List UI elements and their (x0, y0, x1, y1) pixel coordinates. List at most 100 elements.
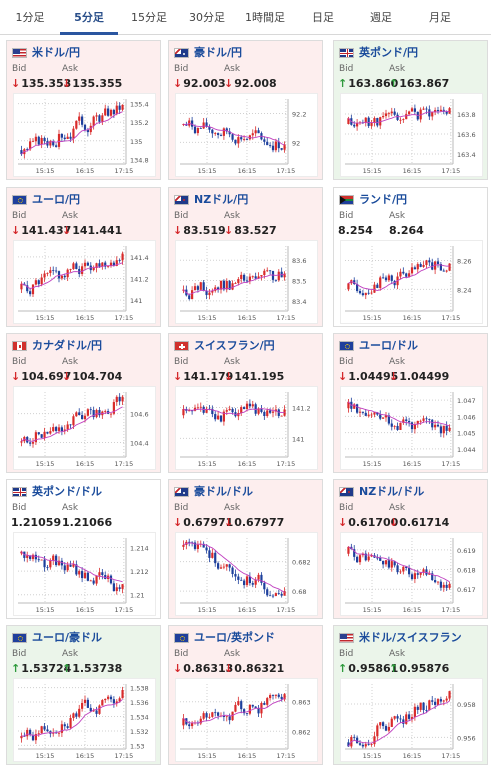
y-tick-label: 0.617 (457, 586, 476, 594)
candlestick-chart[interactable]: 135.4 135.2 135 134.8 15:15 16:15 17:15 (13, 93, 156, 177)
candlestick-chart[interactable]: 0.619 0.618 0.617 15:15 16:15 17:15 (340, 532, 483, 616)
x-tick-label: 15:15 (36, 314, 55, 322)
eu-flag-icon (339, 341, 354, 351)
candlestick-chart[interactable]: 1.047 1.046 1.045 1.044 15:15 16:15 17:15 (340, 386, 483, 470)
up-arrow-icon: ↑ (389, 77, 399, 90)
ask-price: 141.195 (234, 370, 285, 383)
rate-card[interactable]: 豪ドル/ドル Bid ↓0.67971 Ask ↓0.67977 0.682 0.68 15:… (168, 479, 323, 619)
tab-7[interactable]: 月足 (429, 11, 451, 24)
bid-label: Bid (174, 649, 189, 659)
currency-pair-link[interactable]: 米ドル/スイスフラン (359, 631, 462, 644)
x-tick-label: 16:15 (238, 752, 257, 760)
currency-pair-link[interactable]: NZドル/ドル (359, 485, 425, 498)
ask-label: Ask (62, 211, 79, 221)
bid-value: ↓0.67971 (173, 516, 233, 529)
candlestick-chart[interactable]: 141.2 141 15:15 16:15 17:15 (175, 386, 318, 470)
tab-3[interactable]: 30分足 (189, 11, 225, 24)
candlestick-chart[interactable]: 104.6 104.4 15:15 16:15 17:15 (13, 386, 156, 470)
tab-4[interactable]: 1時間足 (245, 11, 285, 24)
bid-label: Bid (174, 357, 189, 367)
gb-flag-icon (339, 48, 354, 58)
y-tick-label: 83.6 (292, 257, 306, 265)
currency-pair-link[interactable]: 豪ドル/ドル (194, 485, 254, 498)
x-tick-label: 15:15 (198, 606, 217, 614)
x-tick-label: 17:15 (114, 167, 133, 175)
y-tick-label: 1.534 (130, 714, 149, 722)
candlestick-chart[interactable]: 8.26 8.24 15:15 16:15 17:15 (340, 240, 483, 324)
tab-0[interactable]: 1分足 (15, 11, 45, 24)
x-tick-label: 16:15 (76, 460, 95, 468)
candlestick-chart[interactable]: 0.958 0.956 15:15 16:15 17:15 (340, 678, 483, 762)
bid-price: 141.179 (183, 370, 234, 383)
up-arrow-icon: ↑ (389, 662, 399, 675)
ask-value: ↓92.008 (224, 77, 277, 90)
currency-pair-link[interactable]: ユーロ/ドル (359, 339, 419, 352)
ask-price: 0.86321 (234, 662, 285, 675)
rate-card[interactable]: 米ドル/円 Bid ↓135.353 Ask ↓135.355 135.4 135.2 135… (6, 40, 161, 180)
x-tick-label: 17:15 (276, 752, 295, 760)
down-arrow-icon: ↓ (173, 662, 183, 675)
y-tick-label: 1.532 (130, 728, 149, 736)
tab-6[interactable]: 週足 (370, 11, 392, 24)
candlestick-chart[interactable]: 83.6 83.5 83.4 15:15 16:15 17:15 (175, 240, 318, 324)
rate-card[interactable]: カナダドル/円 Bid ↓104.697 Ask ↓104.704 104.6 104.4 1… (6, 333, 161, 473)
rate-card[interactable]: NZドル/円 Bid ↓83.519 Ask ↓83.527 83.6 83.5 83.4 15… (168, 187, 323, 327)
currency-pair-link[interactable]: 米ドル/円 (32, 46, 81, 59)
down-arrow-icon: ↓ (389, 370, 399, 383)
currency-pair-link[interactable]: スイスフラン/円 (194, 339, 275, 352)
tab-1[interactable]: 5分足 (60, 0, 118, 35)
x-tick-label: 16:15 (403, 460, 422, 468)
candlestick-chart[interactable]: 92.2 92 15:15 16:15 17:15 (175, 93, 318, 177)
bid-label: Bid (339, 211, 354, 221)
rate-card[interactable]: ユーロ/豪ドル Bid ↑1.53724 Ask ↑1.53738 1.538 1.536 1… (6, 625, 161, 765)
candlestick-chart[interactable]: 1.214 1.212 1.21 15:15 16:15 17:15 (13, 532, 156, 616)
rate-card[interactable]: 英ポンド/ドル Bid 1.21059 Ask 1.21066 1.214 1.212 1.2… (6, 479, 161, 619)
rate-card[interactable]: 英ポンド/円 Bid ↑163.860 Ask ↑163.867 163.8 163.6 16… (333, 40, 488, 180)
currency-pair-link[interactable]: 豪ドル/円 (194, 46, 243, 59)
x-tick-label: 15:15 (198, 167, 217, 175)
currency-pair-link[interactable]: ランド/円 (359, 193, 408, 206)
y-tick-label: 135.4 (130, 101, 149, 109)
bid-label: Bid (12, 357, 27, 367)
ask-price: 8.264 (389, 224, 424, 237)
rate-card[interactable]: 米ドル/スイスフラン Bid ↑0.95861 Ask ↑0.95876 0.958 0.9… (333, 625, 488, 765)
y-tick-label: 141.4 (130, 254, 149, 262)
bid-value: 8.254 (338, 224, 373, 237)
bid-label: Bid (339, 503, 354, 513)
tab-2[interactable]: 15分足 (131, 11, 167, 24)
au-flag-icon (174, 487, 189, 497)
candlestick-chart[interactable]: 1.538 1.536 1.534 1.532 1.53 15:15 16:15 17:15 (13, 678, 156, 762)
y-tick-label: 163.6 (457, 131, 476, 139)
y-tick-label: 0.619 (457, 547, 476, 555)
bid-price: 141.437 (21, 224, 72, 237)
x-tick-label: 16:15 (238, 314, 257, 322)
rate-card[interactable]: NZドル/ドル Bid ↓0.61700 Ask ↓0.61714 0.619 0.618 0… (333, 479, 488, 619)
currency-pair-link[interactable]: 英ポンド/ドル (32, 485, 103, 498)
currency-pair-link[interactable]: カナダドル/円 (32, 339, 103, 352)
x-tick-label: 15:15 (363, 606, 382, 614)
ask-value: ↓83.527 (224, 224, 277, 237)
candlestick-chart[interactable]: 163.8 163.6 163.4 15:15 16:15 17:15 (340, 93, 483, 177)
ask-value: ↓0.86321 (224, 662, 284, 675)
x-tick-label: 16:15 (403, 167, 422, 175)
tab-5[interactable]: 日足 (312, 11, 334, 24)
currency-pair-link[interactable]: NZドル/円 (194, 193, 249, 206)
currency-pair-link[interactable]: ユーロ/豪ドル (32, 631, 103, 644)
currency-pair-link[interactable]: 英ポンド/円 (359, 46, 419, 59)
candlestick-chart[interactable]: 0.863 0.862 15:15 16:15 17:15 (175, 678, 318, 762)
currency-pair-link[interactable]: ユーロ/円 (32, 193, 81, 206)
down-arrow-icon: ↓ (224, 370, 234, 383)
rate-card[interactable]: ユーロ/ドル Bid ↓1.04495 Ask ↓1.04499 1.047 1.046 1.… (333, 333, 488, 473)
rate-card[interactable]: スイスフラン/円 Bid ↓141.179 Ask ↓141.195 141.2 141 15… (168, 333, 323, 473)
y-tick-label: 141 (130, 297, 142, 305)
candlestick-chart[interactable]: 0.682 0.68 15:15 16:15 17:15 (175, 532, 318, 616)
rate-card[interactable]: 豪ドル/円 Bid ↓92.003 Ask ↓92.008 92.2 92 15:15 16:1… (168, 40, 323, 180)
candlestick-chart[interactable]: 141.4 141.2 141 15:15 16:15 17:15 (13, 240, 156, 324)
rate-card[interactable]: ランド/円 Bid 8.254 Ask 8.264 8.26 8.24 15:15 16:15 1… (333, 187, 488, 327)
currency-pair-link[interactable]: ユーロ/英ポンド (194, 631, 276, 644)
rate-card[interactable]: ユーロ/英ポンド Bid ↓0.86313 Ask ↓0.86321 0.863 0.862… (168, 625, 323, 765)
rate-card[interactable]: ユーロ/円 Bid ↓141.437 Ask ↓141.441 141.4 141.2 141… (6, 187, 161, 327)
y-tick-label: 1.21 (130, 592, 144, 600)
y-tick-label: 1.047 (457, 397, 476, 405)
bid-label: Bid (174, 503, 189, 513)
